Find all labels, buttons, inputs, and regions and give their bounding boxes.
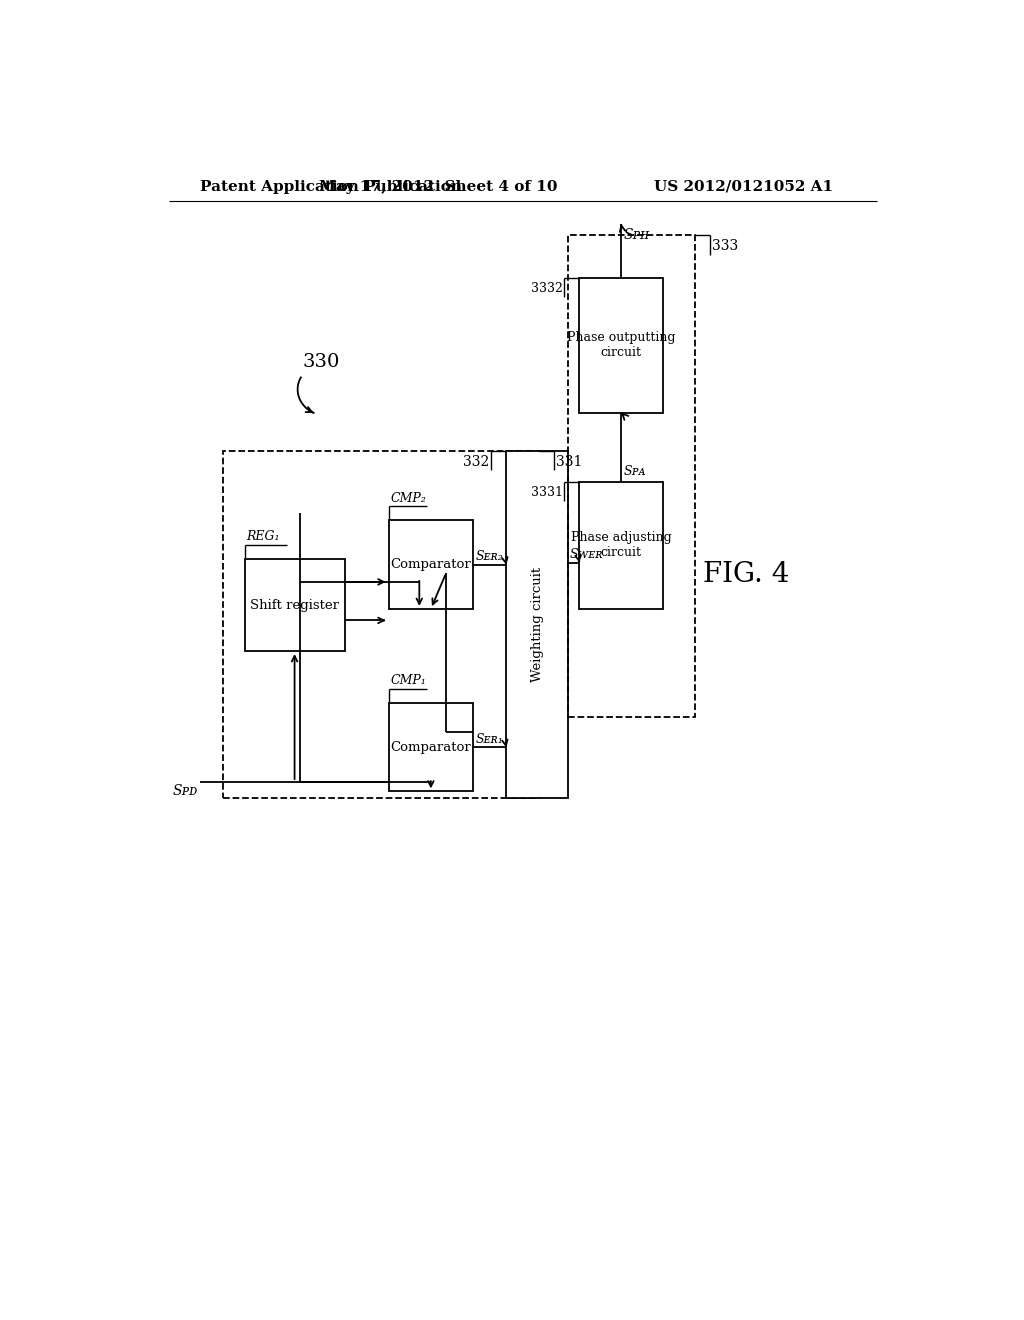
Bar — [506, 451, 568, 797]
Text: May 17, 2012  Sheet 4 of 10: May 17, 2012 Sheet 4 of 10 — [319, 180, 558, 194]
Text: Comparator: Comparator — [390, 558, 471, 572]
Text: REG₁: REG₁ — [246, 531, 280, 544]
Text: Weighting circuit: Weighting circuit — [530, 566, 544, 682]
Text: CMP₁: CMP₁ — [390, 675, 426, 688]
Bar — [568, 235, 695, 717]
Bar — [223, 451, 539, 797]
Text: 333: 333 — [712, 239, 738, 253]
Text: Phase outputting
circuit: Phase outputting circuit — [567, 331, 675, 359]
Text: 330: 330 — [303, 354, 340, 371]
Text: Shift register: Shift register — [250, 598, 339, 611]
Bar — [388, 520, 473, 609]
Text: 3331: 3331 — [530, 486, 562, 499]
Text: Sᴘᴅ: Sᴘᴅ — [173, 784, 199, 797]
Text: Patent Application Publication: Patent Application Publication — [200, 180, 462, 194]
Text: CMP₂: CMP₂ — [390, 492, 426, 506]
Text: Sᴘʜ: Sᴘʜ — [624, 228, 650, 243]
Text: Sᴇʀ₁: Sᴇʀ₁ — [475, 733, 503, 746]
Bar — [388, 702, 473, 792]
Text: Sᴘᴀ: Sᴘᴀ — [624, 465, 646, 478]
Text: Phase adjusting
circuit: Phase adjusting circuit — [570, 532, 672, 560]
Text: 332: 332 — [463, 455, 489, 469]
Text: 3332: 3332 — [530, 281, 562, 294]
Bar — [580, 482, 663, 609]
Text: 331: 331 — [556, 455, 582, 469]
Text: FIG. 4: FIG. 4 — [703, 561, 790, 587]
Text: Sᴇʀ₂: Sᴇʀ₂ — [475, 550, 503, 564]
Text: Sᴡᴇʀ: Sᴡᴇʀ — [569, 548, 603, 561]
Bar — [245, 558, 345, 651]
Bar — [580, 277, 663, 412]
Text: Comparator: Comparator — [390, 741, 471, 754]
Text: US 2012/0121052 A1: US 2012/0121052 A1 — [654, 180, 834, 194]
